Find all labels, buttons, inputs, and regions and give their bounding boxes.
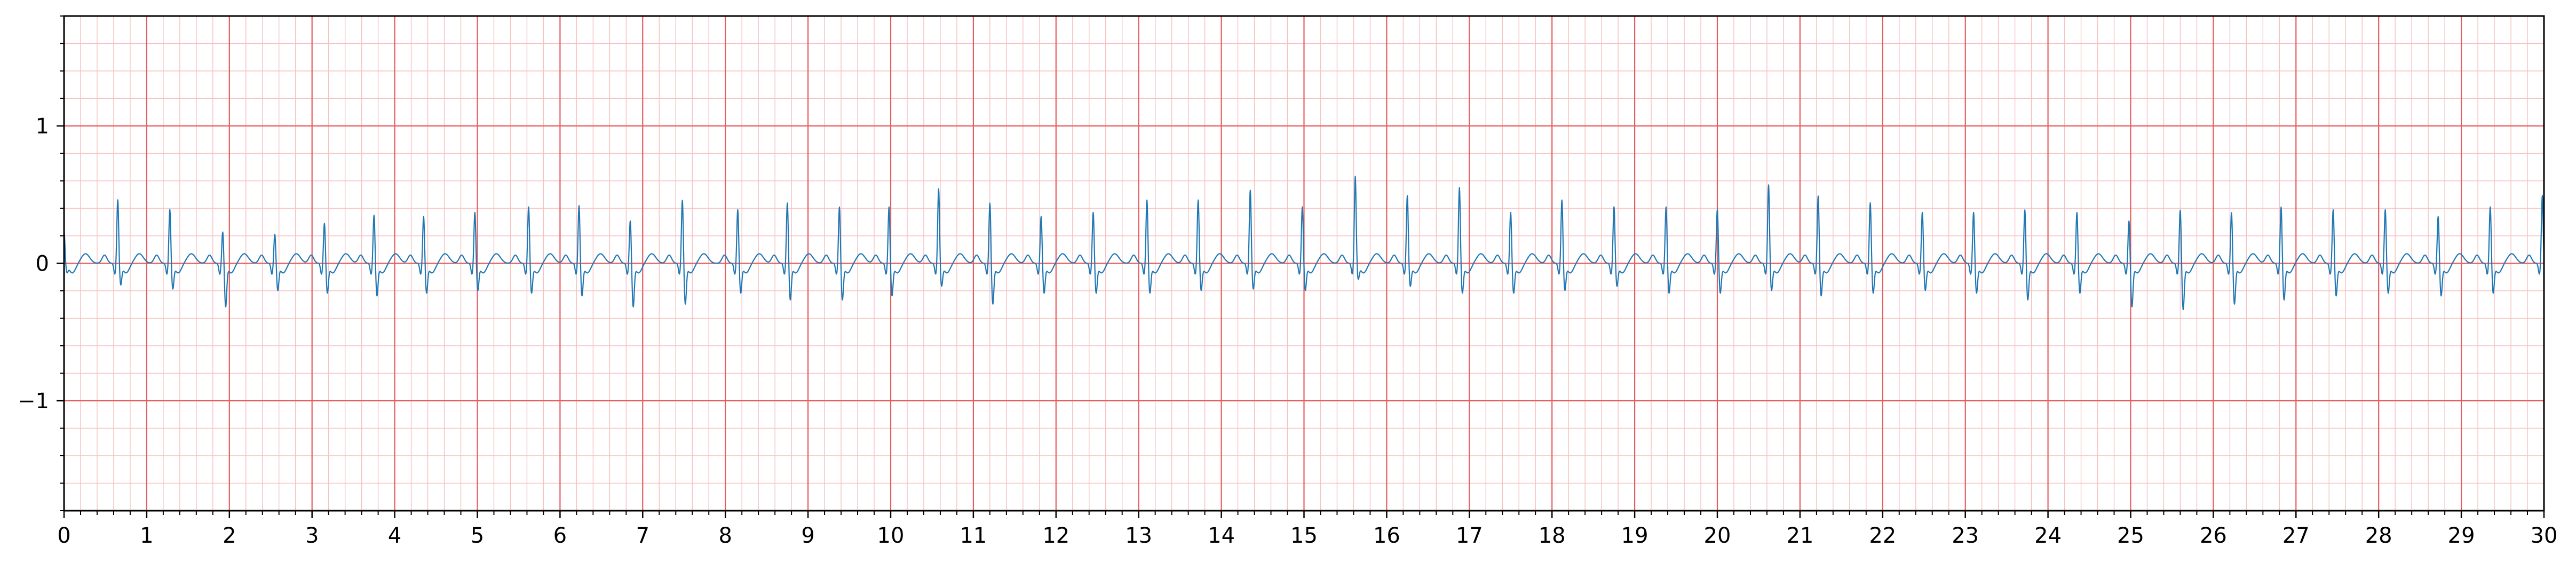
- x-tick-label: 24: [2034, 524, 2062, 548]
- x-tick-label: 7: [636, 524, 649, 548]
- x-tick-label: 27: [2282, 524, 2310, 548]
- y-tick-label: −1: [18, 389, 49, 414]
- x-tick-label: 12: [1042, 524, 1069, 548]
- x-tick-label: 6: [553, 524, 567, 548]
- x-tick-label: 22: [1869, 524, 1896, 548]
- x-tick-label: 19: [1621, 524, 1648, 548]
- x-tick-label: 3: [305, 524, 319, 548]
- x-axis: 0 1 2 3 4 5 6 7 8 9 10 11 12 13 14 15 16 17 18 19 20 21 22 23 24…: [57, 511, 2557, 548]
- x-tick-label: 8: [718, 524, 732, 548]
- x-tick-label: 11: [960, 524, 987, 548]
- x-tick-label: 30: [2531, 524, 2558, 548]
- y-tick-label: 1: [36, 114, 49, 139]
- x-tick-label: 28: [2365, 524, 2392, 548]
- x-tick-label: 25: [2117, 524, 2144, 548]
- x-tick-label: 10: [877, 524, 905, 548]
- y-axis: −1 0 1: [18, 15, 64, 511]
- x-tick-label: 0: [57, 524, 70, 548]
- x-tick-label: 21: [1786, 524, 1813, 548]
- x-tick-label: 9: [801, 524, 814, 548]
- y-tick-label: 0: [36, 252, 49, 276]
- x-tick-label: 14: [1208, 524, 1235, 548]
- x-tick-label: 18: [1539, 524, 1566, 548]
- x-tick-label: 16: [1373, 524, 1400, 548]
- x-tick-label: 5: [471, 524, 484, 548]
- x-tick-label: 17: [1456, 524, 1483, 548]
- x-tick-label: 29: [2448, 524, 2475, 548]
- x-tick-label: 4: [388, 524, 401, 548]
- x-tick-label: 2: [223, 524, 236, 548]
- x-tick-label: 20: [1704, 524, 1731, 548]
- ecg-trace-line: [63, 176, 2545, 311]
- x-tick-label: 23: [1952, 524, 1979, 548]
- x-tick-label: 26: [2200, 524, 2227, 548]
- x-tick-label: 1: [140, 524, 153, 548]
- x-tick-label: 15: [1290, 524, 1318, 548]
- x-tick-label: 13: [1125, 524, 1152, 548]
